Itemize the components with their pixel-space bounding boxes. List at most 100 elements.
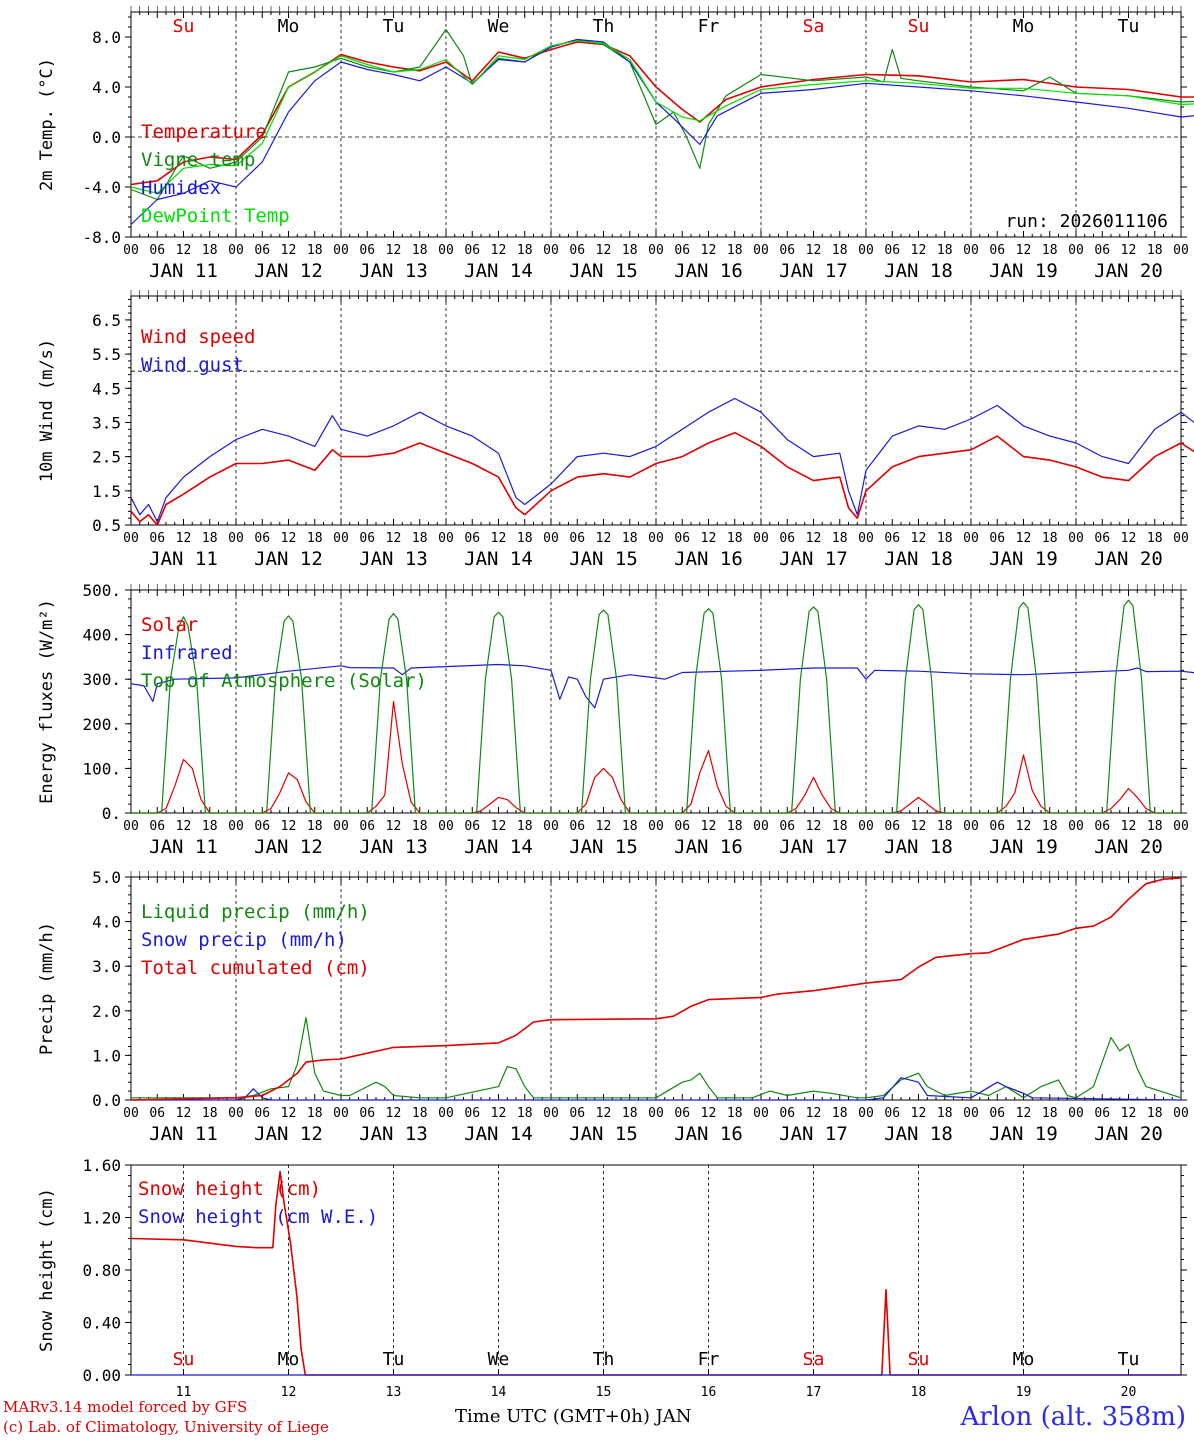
hour-tick-label: 18: [1042, 531, 1058, 546]
hour-tick-label: 12: [1016, 1106, 1032, 1121]
hour-tick-label: 12: [911, 819, 927, 834]
panel-wind: 0.5 1.5 2.5 3.5 4.5 5.5 6.5 10m Wind (m/s) 00 06 1…: [37, 290, 1194, 570]
hour-tick-label: 06: [254, 531, 270, 546]
date-label: JAN 14: [464, 836, 533, 858]
hour-tick-label: 06: [569, 1106, 585, 1121]
date-label: JAN 20: [1094, 548, 1163, 570]
hour-tick-label: 18: [202, 531, 218, 546]
hour-tick-label: 12: [281, 819, 297, 834]
date-label: JAN 11: [149, 1123, 218, 1145]
legend-entry: Snow height (cm W.E.): [138, 1206, 378, 1228]
hour-tick-label: 12: [806, 531, 822, 546]
hour-tick-label: 18: [622, 1106, 638, 1121]
hour-tick-label: 12: [176, 1106, 192, 1121]
hour-tick-label: 18: [412, 531, 428, 546]
hour-tick-label: 18: [727, 1106, 743, 1121]
hour-tick-label: 00: [648, 531, 664, 546]
weekday-label: Sa: [803, 1349, 825, 1370]
date-label: JAN 15: [569, 260, 638, 282]
hour-tick-label: 00: [123, 1106, 139, 1121]
y-tick-label: 5.0: [92, 868, 121, 887]
hour-tick-label: 00: [228, 531, 244, 546]
hour-tick-label: 06: [1094, 819, 1110, 834]
hour-tick-label: 18: [517, 243, 533, 258]
y-axis-title: Energy fluxes (W/m²): [37, 599, 57, 804]
hour-tick-label: 06: [989, 243, 1005, 258]
hour-tick-label: 12: [491, 819, 507, 834]
hour-tick-label: 00: [333, 531, 349, 546]
y-tick-label: 0.5: [92, 516, 121, 535]
hour-tick-label: 00: [648, 243, 664, 258]
hour-tick-label: 12: [911, 1106, 927, 1121]
hour-tick-label: 00: [543, 243, 559, 258]
day-number-label: 16: [701, 1385, 717, 1400]
hour-tick-label: 06: [989, 1106, 1005, 1121]
y-tick-label: 500.: [82, 581, 121, 600]
hour-tick-label: 00: [963, 1106, 979, 1121]
series-line-snow-precip-mm-h-: [131, 1077, 1182, 1101]
y-tick-label: 3.5: [92, 413, 121, 432]
hour-tick-label: 12: [911, 531, 927, 546]
series-line-infrared: [130, 663, 1194, 709]
weekday-label: Fr: [698, 16, 720, 37]
hour-tick-label: 12: [1016, 243, 1032, 258]
weekday-label: Mo: [278, 16, 300, 37]
date-label: JAN 19: [989, 548, 1058, 570]
date-label: JAN 19: [989, 836, 1058, 858]
hour-tick-label: 06: [1094, 531, 1110, 546]
y-tick-label: 5.5: [92, 345, 121, 364]
date-label: JAN 15: [569, 1123, 638, 1145]
hour-tick-label: 12: [806, 819, 822, 834]
hour-tick-label: 18: [202, 243, 218, 258]
y-tick-label: 0.: [102, 804, 121, 823]
hour-tick-label: 12: [281, 243, 297, 258]
hour-tick-label: 12: [701, 1106, 717, 1121]
hour-tick-label: 18: [937, 531, 953, 546]
hour-tick-label: 06: [779, 531, 795, 546]
date-label: JAN 14: [464, 1123, 533, 1145]
hour-tick-label: 00: [438, 1106, 454, 1121]
hour-tick-label: 00: [858, 819, 874, 834]
hour-tick-label: 12: [491, 1106, 507, 1121]
hour-tick-label: 06: [464, 531, 480, 546]
weekday-label: Tu: [383, 1349, 405, 1370]
y-tick-label: 400.: [82, 626, 121, 645]
weekday-label: Su: [908, 1349, 930, 1370]
date-label: JAN 14: [464, 548, 533, 570]
y-tick-label: 200.: [82, 715, 121, 734]
date-label: JAN 15: [569, 836, 638, 858]
series-line-humidex: [130, 38, 1194, 225]
hour-tick-label: 00: [858, 531, 874, 546]
hour-tick-label: 12: [806, 243, 822, 258]
hour-tick-label: 06: [464, 819, 480, 834]
hour-tick-label: 12: [491, 243, 507, 258]
series-line-wind-gust: [130, 397, 1194, 523]
series-line-snow-height-cm-: [130, 1170, 1181, 1376]
y-tick-label: 3.0: [92, 957, 121, 976]
hour-tick-label: 12: [386, 1106, 402, 1121]
date-label: JAN 18: [884, 260, 953, 282]
hour-tick-label: 18: [622, 243, 638, 258]
hour-tick-label: 06: [149, 819, 165, 834]
hour-tick-label: 00: [543, 1106, 559, 1121]
hour-tick-label: 06: [359, 819, 375, 834]
hour-tick-label: 12: [596, 1106, 612, 1121]
hour-tick-label: 12: [1121, 1106, 1137, 1121]
model-credit: MARv3.14 model forced by GFS: [3, 1398, 248, 1416]
hour-tick-label: 18: [307, 531, 323, 546]
date-label: JAN 19: [989, 260, 1058, 282]
day-number-label: 15: [596, 1385, 612, 1400]
hour-tick-label: 00: [543, 819, 559, 834]
hour-tick-label: 06: [674, 1106, 690, 1121]
date-label: JAN 12: [254, 836, 323, 858]
hour-tick-label: 00: [1173, 1106, 1189, 1121]
day-number-label: 18: [911, 1385, 927, 1400]
hour-tick-label: 00: [753, 1106, 769, 1121]
hour-tick-label: 12: [1121, 243, 1137, 258]
hour-tick-label: 06: [569, 819, 585, 834]
y-tick-label: 0.0: [92, 1091, 121, 1110]
y-tick-label: 4.0: [92, 913, 121, 932]
hour-tick-label: 18: [727, 243, 743, 258]
weekday-label: Su: [173, 16, 195, 37]
